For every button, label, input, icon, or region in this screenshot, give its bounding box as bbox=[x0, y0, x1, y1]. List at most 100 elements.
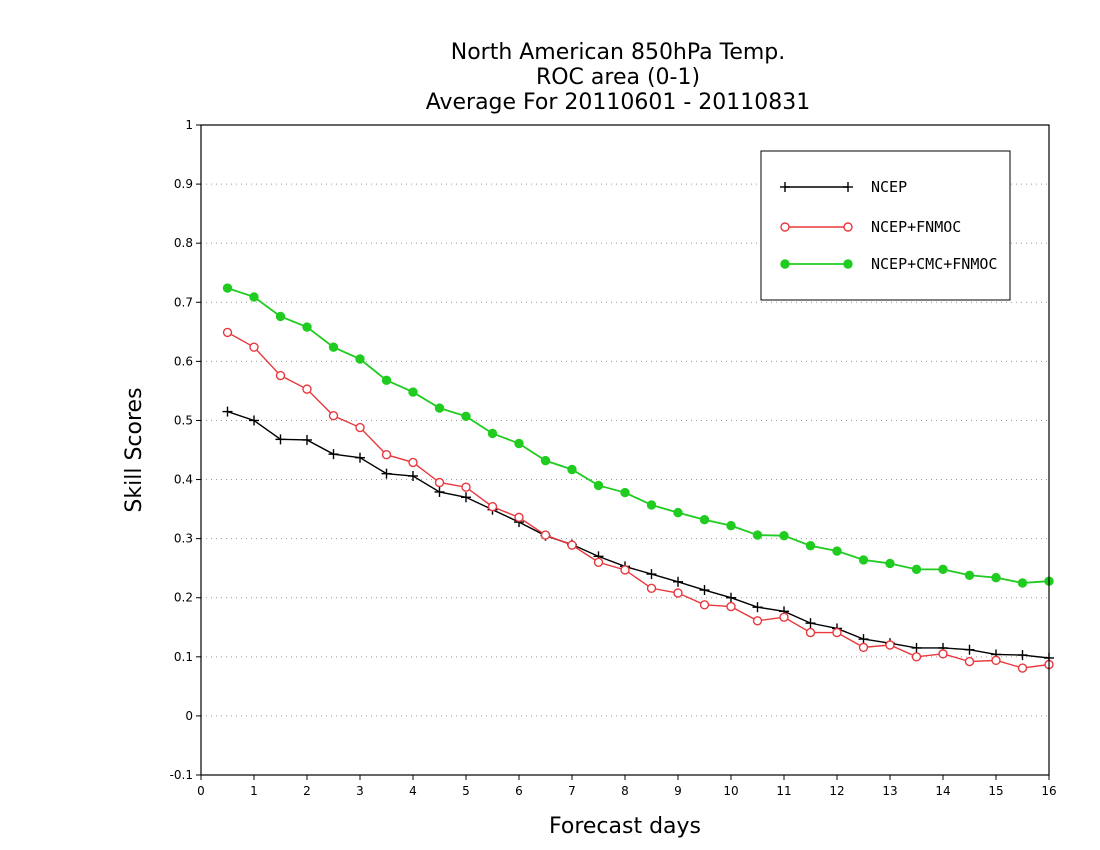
legend-item: NCEP+FNMOC bbox=[780, 218, 961, 236]
x-axis-ticks: 0 1 2 3 4 5 6 7 8 9 10 11 12 13 14 15 16 bbox=[197, 775, 1057, 798]
data-point bbox=[461, 411, 471, 422]
data-point bbox=[381, 375, 392, 385]
legend-items: NCEP NCEP+FNMOC NCEP+CMC+FNMOC bbox=[780, 178, 997, 273]
x-tick-label: 13 bbox=[882, 784, 897, 798]
data-point bbox=[1017, 650, 1028, 661]
x-tick-label: 12 bbox=[829, 784, 844, 798]
data-point bbox=[1017, 663, 1028, 673]
y-tick-label: 0.7 bbox=[174, 295, 193, 309]
y-tick-label: 0.3 bbox=[174, 532, 193, 546]
y-tick-label: 0.8 bbox=[174, 236, 193, 250]
data-point bbox=[514, 438, 524, 449]
data-point bbox=[328, 449, 339, 460]
data-point bbox=[567, 464, 577, 475]
data-point bbox=[275, 370, 286, 381]
legend-label: NCEP bbox=[871, 178, 907, 196]
data-point bbox=[726, 601, 736, 612]
chart-title-line-1: North American 850hPa Temp. bbox=[451, 40, 786, 65]
x-tick-label: 0 bbox=[197, 784, 205, 798]
data-point bbox=[328, 411, 339, 421]
data-point bbox=[858, 555, 869, 565]
chart-title-line-3: Average For 20110601 - 20110831 bbox=[426, 90, 811, 115]
data-point bbox=[964, 644, 975, 655]
x-tick-label: 2 bbox=[303, 784, 311, 798]
y-tick-label: 0 bbox=[185, 709, 193, 723]
data-point bbox=[832, 627, 842, 638]
data-point bbox=[540, 455, 551, 466]
y-tick-label: 0.6 bbox=[174, 354, 193, 368]
data-point bbox=[991, 655, 1001, 666]
x-tick-label: 8 bbox=[621, 784, 629, 798]
data-point bbox=[408, 387, 418, 397]
y-tick-label: 0.9 bbox=[174, 177, 193, 191]
data-point bbox=[752, 602, 763, 613]
series-line bbox=[227, 410, 1050, 659]
data-point bbox=[858, 634, 869, 645]
data-point bbox=[461, 482, 471, 492]
series-2 bbox=[222, 283, 1054, 588]
data-point bbox=[408, 457, 418, 468]
series-lines bbox=[222, 283, 1054, 673]
data-point bbox=[222, 283, 233, 293]
x-tick-label: 5 bbox=[462, 784, 470, 798]
series-line bbox=[227, 331, 1050, 669]
y-tick-label: 0.2 bbox=[174, 591, 193, 605]
data-point bbox=[275, 311, 286, 322]
data-point bbox=[1017, 578, 1028, 588]
data-point bbox=[699, 515, 710, 525]
data-point bbox=[964, 570, 975, 580]
y-tick-label: 1 bbox=[185, 118, 193, 132]
legend-marker bbox=[780, 182, 790, 192]
data-point bbox=[302, 434, 312, 445]
data-point bbox=[567, 540, 577, 550]
legend-marker bbox=[843, 222, 853, 232]
chart-title-line-2: ROC area (0-1) bbox=[536, 65, 700, 90]
data-point bbox=[646, 500, 657, 510]
series-0 bbox=[222, 406, 1054, 663]
data-point bbox=[726, 592, 736, 603]
data-point bbox=[964, 656, 975, 667]
data-point bbox=[275, 434, 286, 445]
data-point bbox=[699, 585, 710, 596]
data-point bbox=[885, 558, 895, 569]
data-point bbox=[249, 342, 259, 352]
legend-label: NCEP+FNMOC bbox=[871, 218, 961, 236]
data-point bbox=[461, 492, 471, 503]
x-tick-label: 3 bbox=[356, 784, 364, 798]
data-point bbox=[434, 486, 445, 497]
y-tick-label: 0.5 bbox=[174, 413, 193, 427]
data-point bbox=[434, 477, 445, 488]
x-tick-label: 15 bbox=[988, 784, 1003, 798]
data-point bbox=[593, 480, 604, 491]
x-tick-label: 1 bbox=[250, 784, 258, 798]
x-tick-label: 11 bbox=[776, 784, 791, 798]
legend-marker bbox=[780, 259, 790, 269]
legend-marker bbox=[843, 259, 853, 269]
y-tick-label: -0.1 bbox=[170, 768, 193, 782]
data-point bbox=[832, 546, 842, 556]
legend-label: NCEP+CMC+FNMOC bbox=[871, 255, 997, 273]
legend: NCEP NCEP+FNMOC NCEP+CMC+FNMOC bbox=[760, 150, 1011, 301]
data-point bbox=[991, 572, 1001, 583]
y-tick-label: 0.1 bbox=[174, 650, 193, 664]
x-tick-label: 6 bbox=[515, 784, 523, 798]
data-point bbox=[302, 322, 312, 332]
data-point bbox=[249, 292, 259, 302]
x-tick-label: 10 bbox=[723, 784, 738, 798]
data-point bbox=[355, 354, 365, 364]
data-point bbox=[646, 569, 657, 580]
data-point bbox=[858, 642, 869, 653]
data-point bbox=[699, 600, 710, 610]
data-point bbox=[328, 342, 339, 352]
data-point bbox=[779, 530, 789, 541]
data-point bbox=[779, 612, 789, 622]
x-tick-label: 4 bbox=[409, 784, 417, 798]
x-tick-label: 16 bbox=[1041, 784, 1056, 798]
data-point bbox=[673, 576, 683, 587]
data-point bbox=[540, 530, 551, 540]
data-point bbox=[752, 616, 763, 626]
data-point bbox=[381, 468, 392, 479]
y-axis-label: Skill Scores bbox=[122, 387, 147, 512]
data-point bbox=[646, 583, 657, 593]
